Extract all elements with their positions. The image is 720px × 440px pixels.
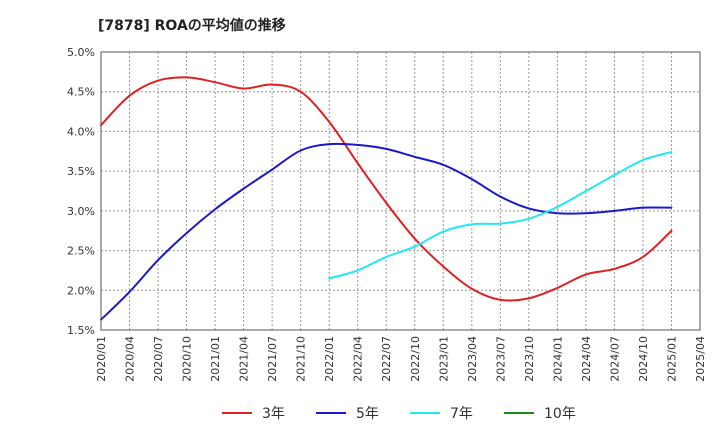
grid-lines <box>100 51 701 331</box>
x-tick-label: 2020/04 <box>124 336 137 382</box>
x-tick-label: 2023/01 <box>437 336 450 382</box>
x-tick-label: 2020/07 <box>152 336 165 382</box>
chart-title: [7878] ROAの平均値の推移 <box>98 17 286 34</box>
x-tick-label: 2025/01 <box>665 336 678 382</box>
legend: 3年 5年 7年 10年 <box>222 406 576 422</box>
y-tick-label: 5.0% <box>67 46 95 59</box>
x-tick-label: 2021/04 <box>238 336 251 382</box>
x-tick-label: 2024/01 <box>551 336 564 382</box>
legend-label-0: 3年 <box>262 406 285 422</box>
y-axis-ticks: 1.5% 2.0% 2.5% 3.0% 3.5% 4.0% 4.5% 5.0% <box>67 46 95 337</box>
x-tick-label: 2022/04 <box>352 336 365 382</box>
y-tick-label: 3.5% <box>67 165 95 178</box>
legend-label-2: 7年 <box>450 406 473 422</box>
x-tick-label: 2022/01 <box>323 336 336 382</box>
series-lines <box>100 76 673 321</box>
x-tick-label: 2021/07 <box>266 336 279 382</box>
x-tick-label: 2023/10 <box>523 336 536 382</box>
x-tick-label: 2022/07 <box>380 336 393 382</box>
x-tick-label: 2021/10 <box>295 336 308 382</box>
y-tick-label: 4.0% <box>67 125 95 138</box>
x-tick-label: 2022/10 <box>409 336 422 382</box>
legend-label-3: 10年 <box>544 406 576 422</box>
y-tick-label: 4.5% <box>67 86 95 99</box>
y-tick-label: 2.0% <box>67 284 95 297</box>
x-tick-label: 2024/10 <box>637 336 650 382</box>
x-tick-label: 2024/07 <box>608 336 621 382</box>
y-tick-label: 1.5% <box>67 324 95 337</box>
x-tick-label: 2025/04 <box>694 336 707 382</box>
legend-label-1: 5年 <box>356 406 379 422</box>
x-tick-label: 2020/10 <box>181 336 194 382</box>
x-tick-label: 2021/01 <box>209 336 222 382</box>
x-axis-ticks: 2020/01 2020/04 2020/07 2020/10 2021/01 2021/… <box>95 336 707 382</box>
x-tick-label: 2020/01 <box>95 336 108 382</box>
x-tick-label: 2024/04 <box>580 336 593 382</box>
y-tick-label: 3.0% <box>67 205 95 218</box>
series-line-0 <box>100 76 673 302</box>
plot-frame <box>100 51 701 331</box>
y-tick-label: 2.5% <box>67 245 95 258</box>
x-tick-label: 2023/07 <box>494 336 507 382</box>
series-line-1 <box>100 142 673 321</box>
x-tick-label: 2023/04 <box>466 336 479 382</box>
series-line-2 <box>328 151 673 280</box>
